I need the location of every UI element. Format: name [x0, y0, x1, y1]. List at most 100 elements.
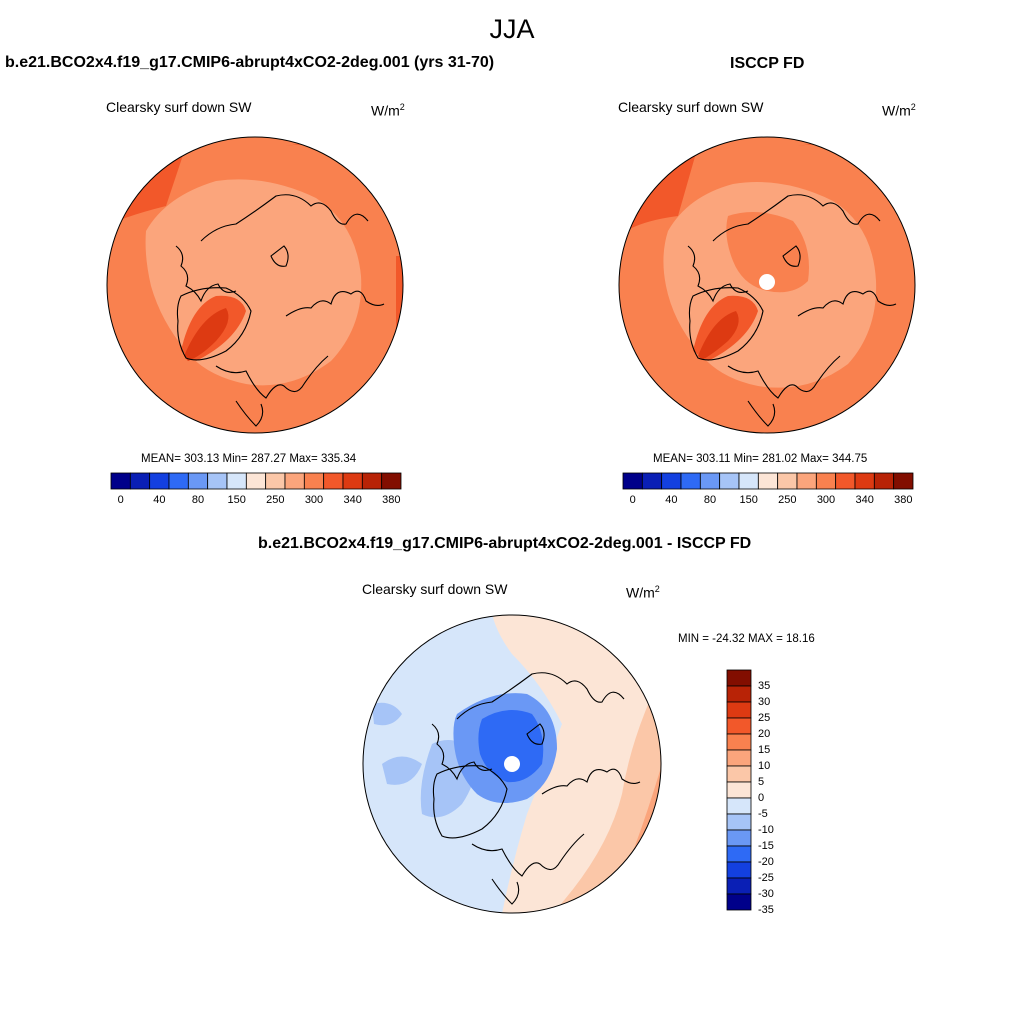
colorbar-tick-label: 340: [855, 494, 874, 506]
coastlines: [175, 194, 385, 427]
colorbar-swatch: [661, 472, 682, 490]
colorbar-tick-label: 380: [894, 494, 913, 506]
colorbar-swatch: [726, 797, 752, 815]
colorbar-swatch: [207, 472, 228, 490]
colorbar-tick-label: 300: [816, 494, 836, 506]
colorbar-tick-label: 150: [227, 494, 246, 506]
panel-3-variable: Clearsky surf down SW: [362, 581, 508, 597]
colorbar-swatch: [245, 472, 267, 490]
figure-season-title: JJA: [489, 14, 535, 44]
colorbar-swatch: [342, 472, 363, 490]
map-boundary: [618, 136, 916, 434]
colorbar-swatch: [149, 472, 170, 490]
colorbar-swatch: [854, 472, 875, 490]
shading-greenland-peak: [698, 311, 739, 360]
colorbar-swatch: [726, 861, 752, 879]
colorbar-swatch: [726, 717, 752, 735]
colorbar-tick-label: -15: [758, 840, 774, 852]
colorbar-swatch: [893, 472, 914, 490]
colorbar-swatch: [726, 701, 752, 719]
colorbar-swatch: [726, 813, 752, 831]
colorbar-swatch: [110, 472, 131, 490]
shading-central-arctic: [726, 212, 809, 293]
panel-2-variable: Clearsky surf down SW: [618, 99, 764, 115]
colorbar-swatch: [187, 472, 209, 490]
colorbar-swatch: [680, 472, 701, 490]
panel-2-title: ISCCP FD: [730, 55, 805, 72]
colorbar-tick-label: 300: [304, 494, 324, 506]
colorbar-tick-label: 80: [703, 494, 717, 506]
colorbar-swatch: [815, 472, 837, 490]
colorbar-tick-label: 25: [758, 712, 771, 724]
coastlines: [431, 672, 641, 905]
colorbar-swatch: [777, 472, 798, 490]
colorbar-tick-label: 80: [191, 494, 205, 506]
pole-hole: [504, 756, 520, 772]
map-boundary: [106, 136, 404, 434]
shading-moderate-negative: [382, 756, 422, 785]
panel-3-colorbar-ticks: 35 30 25 20 15 10 5 0 -5 -10 -15 -20 -25 -30 -35: [758, 670, 798, 916]
colorbar-tick-label: 40: [153, 494, 166, 506]
panel-1-stats: MEAN= 303.13 Min= 287.27 Max= 335.34: [141, 453, 357, 465]
colorbar-swatch: [168, 472, 189, 490]
shading-moderate-negative: [372, 702, 402, 726]
colorbar-swatch: [796, 472, 817, 490]
colorbar-swatch: [265, 472, 286, 490]
colorbar-swatch: [757, 472, 779, 490]
coastlines: [687, 194, 897, 427]
panel-1-colorbar: [110, 472, 402, 490]
colorbar-swatch: [726, 733, 752, 751]
colorbar-swatch: [738, 472, 759, 490]
colorbar-tick-label: 35: [758, 680, 771, 692]
colorbar-swatch: [284, 472, 305, 490]
pole-hole: [759, 274, 775, 290]
panel-3-colorbar: [726, 669, 752, 911]
shading-greenland-peak: [184, 308, 229, 361]
panel-2-units: W/m2: [882, 102, 916, 119]
colorbar-swatch: [726, 765, 752, 783]
colorbar-swatch: [361, 472, 383, 490]
panel-3-units: W/m2: [626, 584, 660, 601]
colorbar-tick-label: 150: [739, 494, 758, 506]
colorbar-swatch: [726, 749, 752, 767]
colorbar-tick-label: -10: [758, 824, 774, 836]
colorbar-swatch: [303, 472, 325, 490]
panel-2-polar-map: [618, 136, 916, 434]
colorbar-tick-label: -30: [758, 888, 774, 900]
colorbar-tick-label: 10: [758, 760, 771, 772]
colorbar-swatch: [873, 472, 895, 490]
colorbar-swatch: [719, 472, 740, 490]
colorbar-tick-label: 340: [343, 494, 362, 506]
colorbar-swatch: [726, 845, 752, 863]
colorbar-tick-label: -20: [758, 856, 774, 868]
panel-1-title: b.e21.BCO2x4.f19_g17.CMIP6-abrupt4xCO2-2…: [5, 54, 495, 71]
colorbar-tick-label: 250: [778, 494, 797, 506]
colorbar-swatch: [726, 669, 752, 687]
colorbar-swatch: [381, 472, 402, 490]
panel-3-title: b.e21.BCO2x4.f19_g17.CMIP6-abrupt4xCO2-2…: [258, 535, 752, 552]
colorbar-swatch: [726, 685, 752, 703]
colorbar-swatch: [622, 472, 643, 490]
panel-1-variable: Clearsky surf down SW: [106, 99, 252, 115]
panel-3-stats: MIN = -24.32 MAX = 18.16: [678, 633, 815, 645]
colorbar-tick-label: 380: [382, 494, 401, 506]
colorbar-tick-label: 5: [758, 776, 765, 788]
panel-2-colorbar: [622, 472, 914, 490]
colorbar-tick-label: -25: [758, 872, 774, 884]
colorbar-tick-label: 30: [758, 696, 771, 708]
colorbar-swatch: [726, 893, 752, 911]
panel-1-polar-map: [106, 136, 404, 434]
colorbar-tick-label: 40: [665, 494, 678, 506]
colorbar-swatch: [226, 472, 247, 490]
colorbar-swatch: [835, 472, 856, 490]
colorbar-swatch: [699, 472, 721, 490]
colorbar-swatch: [726, 829, 752, 847]
colorbar-tick-label: 20: [758, 728, 771, 740]
map-boundary: [362, 614, 662, 914]
panel-1-colorbar-ticks: 0 40 80 150 250 300 340 380: [111, 494, 401, 508]
colorbar-tick-label: 0: [629, 494, 636, 506]
panel-2-stats: MEAN= 303.11 Min= 281.02 Max= 344.75: [653, 453, 868, 465]
colorbar-tick-label: 15: [758, 744, 771, 756]
colorbar-swatch: [129, 472, 151, 490]
colorbar-tick-label: 250: [266, 494, 285, 506]
